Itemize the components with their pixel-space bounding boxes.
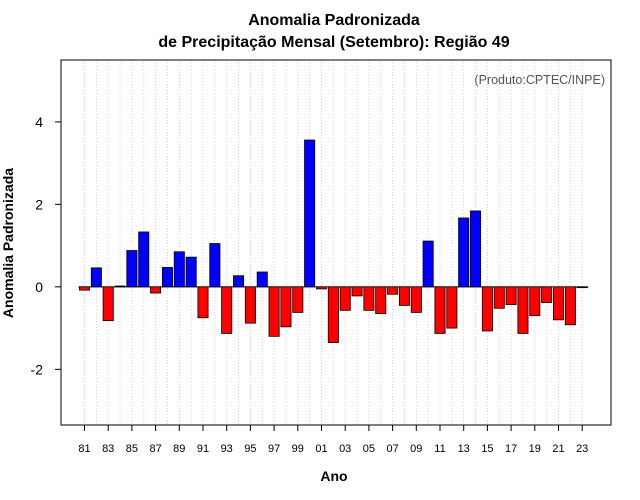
- bar-81: [79, 286, 91, 291]
- bar-19: [529, 286, 541, 317]
- bar-14: [470, 210, 482, 288]
- bar-82: [90, 267, 102, 288]
- bar-85: [126, 250, 138, 288]
- chart-title-line1: Anomalia Padronizada: [248, 12, 420, 29]
- y-axis-label: Anomalia Padronizada: [0, 168, 16, 318]
- bar-11: [434, 286, 446, 334]
- x-tick-label: 09: [410, 443, 422, 455]
- bar-05: [363, 286, 375, 311]
- bar-17: [505, 286, 517, 305]
- x-tick-label: 23: [576, 443, 588, 455]
- x-tick-label: 17: [505, 443, 517, 455]
- bar-98: [280, 286, 292, 328]
- x-tick-label: 13: [458, 443, 470, 455]
- bars: [79, 139, 588, 343]
- bar-23: [576, 286, 588, 289]
- bar-99: [292, 286, 304, 313]
- bar-18: [517, 286, 529, 334]
- credit-text: (Produto:CPTEC/INPE): [474, 73, 605, 87]
- bar-13: [458, 217, 470, 288]
- x-tick-label: 99: [292, 443, 304, 455]
- x-tick-label: 89: [173, 443, 185, 455]
- bar-16: [493, 286, 505, 309]
- bar-87: [150, 286, 162, 294]
- x-tick-label: 87: [149, 443, 161, 455]
- bar-02: [327, 286, 339, 343]
- bar-92: [209, 243, 221, 288]
- x-tick-label: 03: [339, 443, 351, 455]
- plot-frame: [60, 59, 612, 426]
- x-tick-label: 85: [126, 443, 138, 455]
- bar-93: [221, 286, 233, 334]
- bar-15: [481, 286, 493, 332]
- bar-03: [339, 286, 351, 311]
- bar-22: [564, 286, 576, 326]
- bar-84: [114, 285, 126, 288]
- y-tick-label: 0: [35, 279, 43, 295]
- x-tick-label: 15: [481, 443, 493, 455]
- bar-06: [375, 286, 387, 315]
- bar-95: [244, 286, 256, 324]
- grid-lines: [84, 60, 583, 425]
- bar-08: [398, 286, 410, 306]
- x-tick-label: 21: [552, 443, 564, 455]
- x-tick-label: 93: [221, 443, 233, 455]
- x-tick-label: 97: [268, 443, 280, 455]
- y-axis: -2 0 2 4: [31, 114, 61, 377]
- bar-89: [173, 251, 185, 288]
- x-tick-label: 05: [363, 443, 375, 455]
- bar-97: [268, 286, 280, 337]
- bar-90: [185, 256, 197, 288]
- bar-04: [351, 286, 363, 297]
- bar-10: [422, 240, 434, 288]
- bar-88: [161, 267, 173, 288]
- x-tick-label: 81: [78, 443, 90, 455]
- bar-94: [233, 275, 245, 288]
- bar-07: [387, 286, 399, 295]
- bar-21: [553, 286, 565, 321]
- x-tick-label: 83: [102, 443, 114, 455]
- bar-20: [541, 286, 553, 303]
- y-tick-label: -2: [31, 361, 44, 377]
- x-tick-label: 19: [529, 443, 541, 455]
- x-tick-label: 91: [197, 443, 209, 455]
- x-tick-label: 95: [244, 443, 256, 455]
- y-tick-label: 4: [35, 114, 43, 130]
- bar-83: [102, 286, 114, 322]
- y-tick-label: 2: [35, 196, 43, 212]
- bar-91: [197, 286, 209, 319]
- x-tick-label: 07: [386, 443, 398, 455]
- x-tick-label: 01: [315, 443, 327, 455]
- x-tick-label: 11: [434, 443, 445, 455]
- x-axis-label: Ano: [320, 468, 347, 484]
- bar-09: [410, 286, 422, 313]
- bar-01: [315, 286, 327, 290]
- bar-00: [304, 139, 316, 288]
- bar-96: [256, 271, 268, 288]
- bar-86: [138, 231, 150, 288]
- chart-title-line2: de Precipitação Mensal (Setembro): Regiã…: [158, 34, 509, 51]
- bar-12: [446, 286, 458, 329]
- x-axis: 81 83 85 87 89 91 93 95 97 99 01 03 05 07 09 11 13 15 17 19…: [78, 425, 588, 455]
